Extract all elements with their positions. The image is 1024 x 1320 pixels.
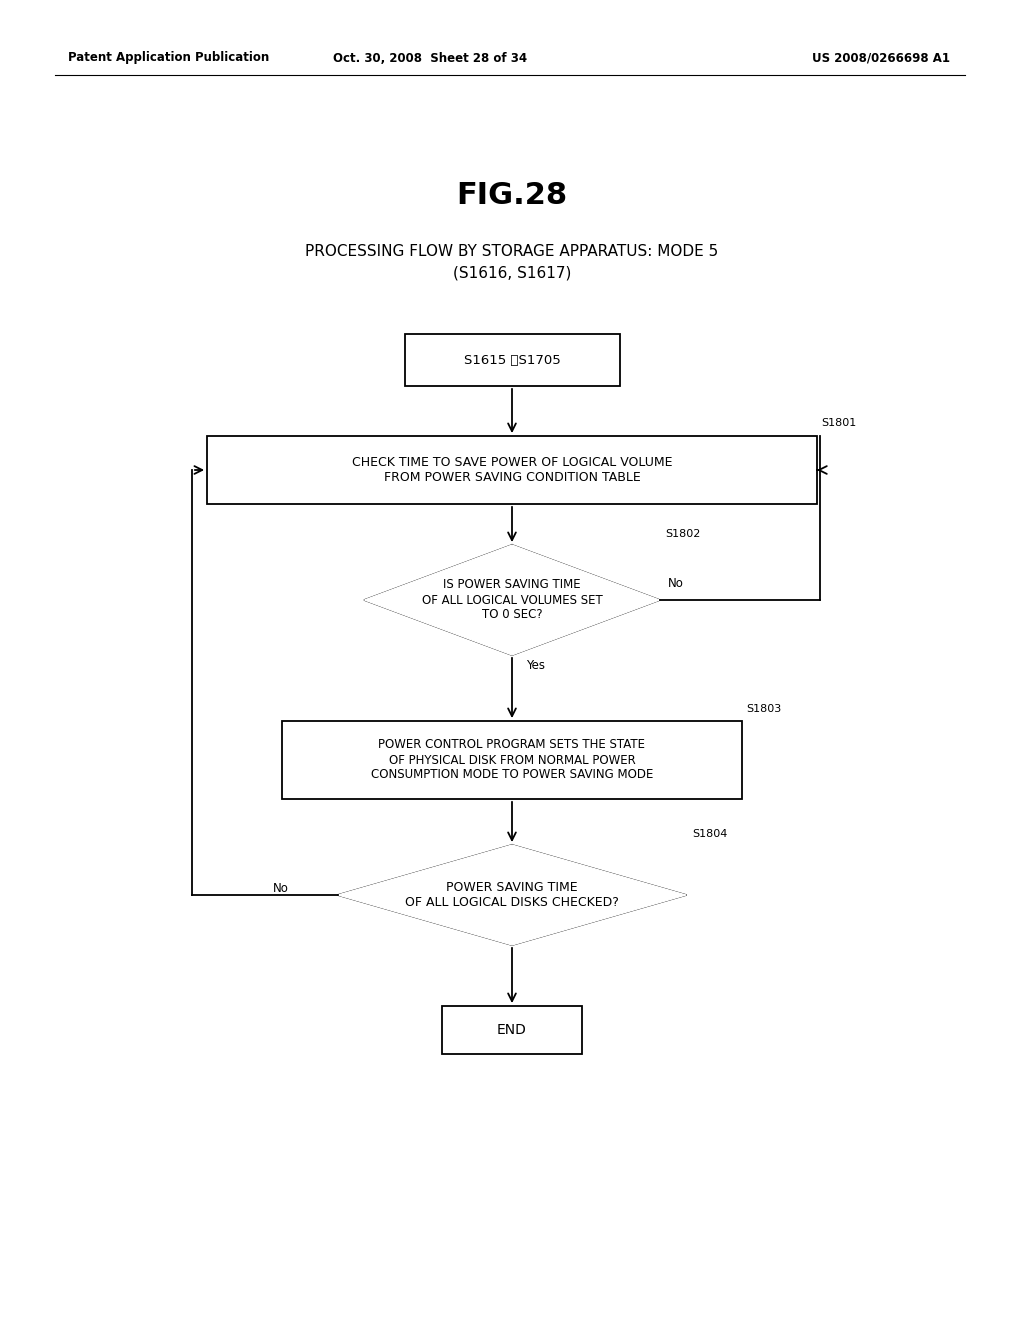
- Text: FIG.28: FIG.28: [457, 181, 567, 210]
- Text: Yes: Yes: [526, 659, 545, 672]
- Text: S1801: S1801: [821, 418, 856, 428]
- Text: S1615 、S1705: S1615 、S1705: [464, 354, 560, 367]
- Text: Patent Application Publication: Patent Application Publication: [68, 51, 269, 65]
- Text: S1804: S1804: [692, 829, 727, 840]
- Text: Oct. 30, 2008  Sheet 28 of 34: Oct. 30, 2008 Sheet 28 of 34: [333, 51, 527, 65]
- Text: (S1616, S1617): (S1616, S1617): [453, 265, 571, 281]
- Text: CHECK TIME TO SAVE POWER OF LOGICAL VOLUME
FROM POWER SAVING CONDITION TABLE: CHECK TIME TO SAVE POWER OF LOGICAL VOLU…: [352, 455, 672, 484]
- Text: S1802: S1802: [666, 529, 700, 539]
- Bar: [404, 334, 620, 385]
- Polygon shape: [365, 545, 659, 655]
- Text: POWER SAVING TIME
OF ALL LOGICAL DISKS CHECKED?: POWER SAVING TIME OF ALL LOGICAL DISKS C…: [406, 880, 618, 909]
- Bar: [207, 436, 817, 504]
- Text: No: No: [668, 577, 683, 590]
- Text: US 2008/0266698 A1: US 2008/0266698 A1: [812, 51, 950, 65]
- Bar: [282, 721, 742, 799]
- Bar: [442, 1006, 582, 1053]
- Text: END: END: [497, 1023, 527, 1038]
- Text: IS POWER SAVING TIME
OF ALL LOGICAL VOLUMES SET
TO 0 SEC?: IS POWER SAVING TIME OF ALL LOGICAL VOLU…: [422, 578, 602, 622]
- Text: POWER CONTROL PROGRAM SETS THE STATE
OF PHYSICAL DISK FROM NORMAL POWER
CONSUMPT: POWER CONTROL PROGRAM SETS THE STATE OF …: [371, 738, 653, 781]
- Text: S1803: S1803: [746, 704, 781, 714]
- Polygon shape: [338, 845, 686, 945]
- Text: No: No: [273, 883, 289, 895]
- Text: PROCESSING FLOW BY STORAGE APPARATUS: MODE 5: PROCESSING FLOW BY STORAGE APPARATUS: MO…: [305, 244, 719, 260]
